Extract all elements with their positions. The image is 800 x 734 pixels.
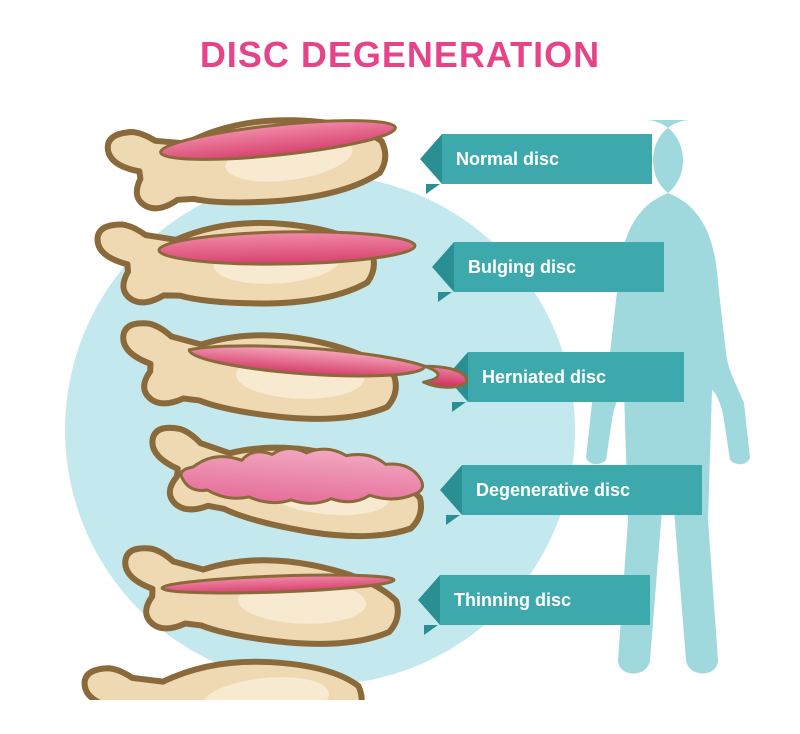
label-banner-2: Herniated disc (446, 352, 684, 402)
vertebra-5 (83, 642, 365, 700)
label-text: Degenerative disc (462, 465, 702, 515)
label-text: Herniated disc (468, 352, 684, 402)
diagram-title: DISC DEGENERATION (200, 34, 600, 76)
spine-diagram (60, 110, 480, 700)
vertebra-4 (123, 548, 400, 647)
label-text: Bulging disc (454, 242, 664, 292)
